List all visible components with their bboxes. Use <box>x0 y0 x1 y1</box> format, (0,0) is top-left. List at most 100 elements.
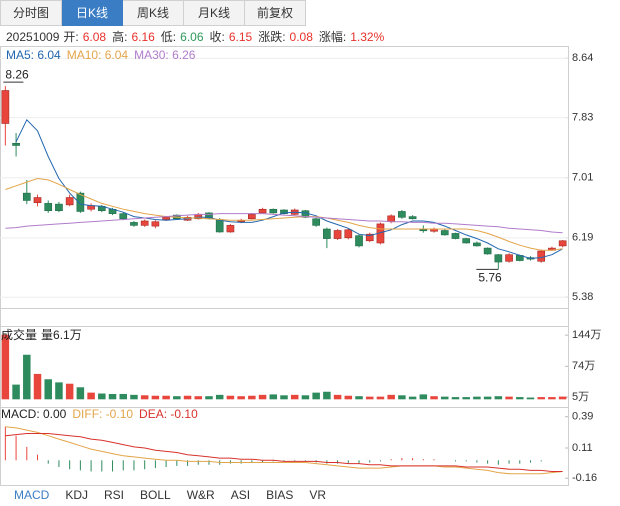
volume-bar <box>376 396 385 400</box>
volume-bar <box>87 392 95 400</box>
volume-bar <box>269 394 278 400</box>
candle-body <box>323 228 331 239</box>
volume-bar <box>23 354 31 400</box>
y-tick-label: 7.01 <box>572 172 593 184</box>
period-tab[interactable]: 前复权 <box>245 0 306 26</box>
volume-bar <box>55 382 63 400</box>
candle-body <box>333 230 342 239</box>
quote-value: 6.06 <box>180 30 204 44</box>
y-tick-label: 8.64 <box>572 52 593 64</box>
period-tab[interactable]: 月K线 <box>184 0 245 26</box>
volume-bar <box>333 394 342 400</box>
y-tick-label: 5.38 <box>572 291 593 303</box>
indicator-tab[interactable]: MACD <box>14 488 50 502</box>
volume-bar <box>162 395 170 400</box>
indicator-line <box>5 177 563 251</box>
volume-bar <box>215 394 224 400</box>
volume-bar <box>173 396 181 400</box>
period-tab[interactable]: 日K线 <box>62 0 123 26</box>
candle-body <box>451 233 460 239</box>
volume-bar <box>151 395 160 400</box>
quote-label: 高: <box>112 30 128 44</box>
period-tab[interactable]: 分时图 <box>0 0 62 26</box>
legend-entry: MA10: 6.04 <box>67 48 129 62</box>
quote-label: 涨幅: <box>318 30 347 44</box>
candle-body <box>387 215 396 223</box>
quote-value: 6.15 <box>228 30 253 44</box>
quote-label: 开: <box>63 30 79 44</box>
legend-entry: MA5: 6.04 <box>6 48 61 62</box>
candle-body <box>344 229 353 239</box>
candle-body <box>440 230 449 236</box>
period-tab[interactable]: 周K线 <box>123 0 184 26</box>
volume-bar <box>548 397 556 400</box>
volume-bar <box>130 394 138 400</box>
volume-bar <box>98 393 106 400</box>
candle-body <box>483 247 492 255</box>
y-tick-label: 74万 <box>572 360 595 372</box>
volume-bar <box>344 395 353 400</box>
candle-body <box>130 222 138 226</box>
legend-entry: DIFF: -0.10 <box>72 407 133 421</box>
candle-body <box>269 208 278 214</box>
indicator-tab[interactable]: ASI <box>230 488 251 502</box>
volume-bar <box>194 396 203 400</box>
candle-body <box>33 197 42 203</box>
volume-bar <box>494 396 503 400</box>
indicator-tab[interactable]: BIAS <box>266 488 294 502</box>
volume-bar <box>387 394 395 400</box>
volume-bar <box>65 383 74 400</box>
volume-bar <box>526 397 535 400</box>
indicator-tab[interactable]: W&R <box>186 488 215 502</box>
candle-body <box>462 238 471 244</box>
indicator-line <box>15 118 563 259</box>
candle-body <box>398 211 406 218</box>
candle-body <box>408 216 417 220</box>
volume-bar <box>258 394 267 400</box>
volume-bar <box>398 395 406 400</box>
candle-body <box>76 192 85 212</box>
candle-body <box>1 90 10 124</box>
volume-bar <box>365 396 374 400</box>
candle-body <box>162 217 170 220</box>
y-tick-label: 6.19 <box>572 232 593 244</box>
candle-body <box>119 213 128 220</box>
volume-bar <box>473 396 481 400</box>
volume-bar <box>516 397 524 400</box>
candle-body <box>151 221 160 227</box>
volume-bar <box>76 387 85 400</box>
period-tabs: 分时图 日K线 周K线 月K线 前复权 <box>0 0 306 26</box>
quote-value: 6.08 <box>82 30 107 44</box>
indicator-tabs: MACD KDJ RSI BOLL W&R ASI BIAS VR <box>6 487 334 505</box>
volume-bar <box>419 394 428 400</box>
indicator-tab[interactable]: BOLL <box>140 488 171 502</box>
candle-body <box>365 233 374 242</box>
quote-value: 1.32% <box>350 30 385 44</box>
candle-body <box>473 242 481 247</box>
quote-label: 低: <box>160 30 177 44</box>
volume-bar <box>1 334 10 400</box>
indicator-tab[interactable]: VR <box>309 488 327 502</box>
volume-bar <box>248 395 256 400</box>
y-tick-label: 0.11 <box>572 442 593 454</box>
panel-border <box>0 46 569 486</box>
candle-body <box>55 203 63 212</box>
quote-label: 收: <box>209 30 225 44</box>
indicator-line <box>5 213 563 234</box>
y-tick-label: 7.83 <box>572 112 593 124</box>
y-tick-label: -0.16 <box>572 472 597 484</box>
indicator-tab[interactable]: KDJ <box>65 488 89 502</box>
indicator-tab[interactable]: RSI <box>104 488 125 502</box>
volume-bar <box>301 395 310 400</box>
volume-bar <box>462 397 470 400</box>
candle-body <box>355 235 363 247</box>
volume-bar <box>451 397 460 400</box>
volume-bar <box>537 397 545 400</box>
candle-body <box>537 250 546 262</box>
y-tick-label: 0.39 <box>572 411 593 423</box>
legend-entry: 量6.1万 <box>41 328 82 342</box>
volume-bar <box>355 396 363 400</box>
quote-label: 涨跌: <box>258 30 286 44</box>
